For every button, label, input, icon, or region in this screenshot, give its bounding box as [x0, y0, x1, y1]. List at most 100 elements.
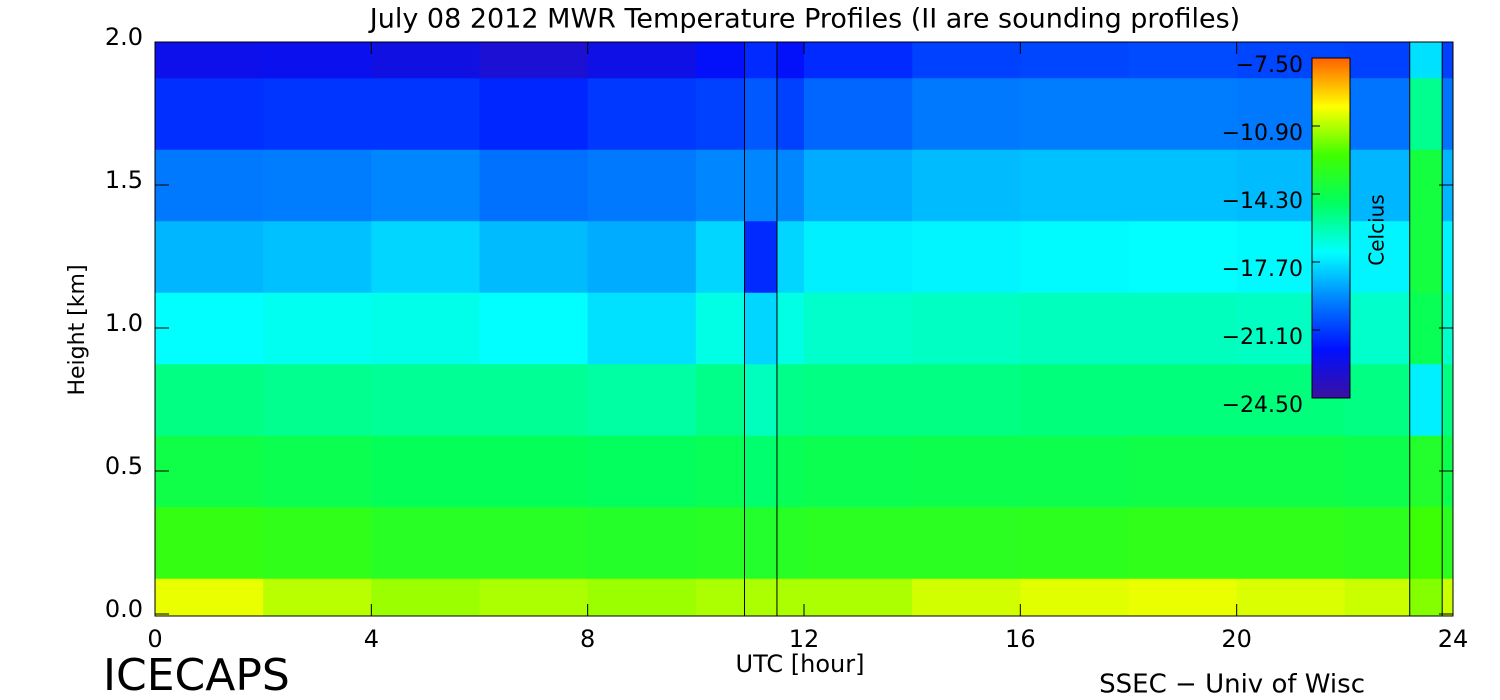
- heatmap-cell: [587, 220, 697, 293]
- heatmap-cell: [587, 149, 697, 222]
- heatmap-cell: [479, 363, 589, 436]
- sounding-cell: [744, 578, 777, 616]
- colorbar-tick-label: −14.30: [1222, 189, 1303, 214]
- heatmap-cell: [1020, 42, 1129, 79]
- colorbar-tick-label: −10.90: [1222, 121, 1303, 146]
- heatmap-cell: [371, 363, 480, 436]
- heatmap-cell: [912, 578, 1021, 616]
- colorbar-label: Celcius: [1365, 194, 1389, 265]
- y-tick-label: 0.0: [105, 595, 143, 623]
- sounding-cell: [744, 506, 777, 579]
- heatmap-cell: [479, 220, 589, 293]
- heatmap-cell: [371, 578, 480, 616]
- colorbar-tick-label: −7.50: [1236, 53, 1303, 78]
- heatmap-cell: [804, 149, 913, 222]
- heatmap-cell: [479, 42, 589, 79]
- heatmap-cell: [1128, 220, 1238, 293]
- heatmap-cell: [371, 435, 480, 508]
- heatmap-cell: [912, 363, 1021, 436]
- chart-title: July 08 2012 MWR Temperature Profiles (I…: [368, 4, 1240, 35]
- sounding-cell: [1409, 149, 1443, 222]
- colorbar-tick-label: −17.70: [1222, 257, 1303, 282]
- heatmap: [155, 42, 1453, 616]
- footer-left: ICECAPS: [103, 650, 290, 700]
- heatmap-cell: [1020, 149, 1129, 222]
- heatmap-cell: [587, 578, 697, 616]
- sounding-cell: [1409, 506, 1443, 579]
- colorbar-tick-label: −21.10: [1222, 325, 1303, 350]
- heatmap-cell: [804, 506, 913, 579]
- sounding-cell: [1409, 578, 1443, 616]
- heatmap-cell: [1236, 435, 1346, 508]
- heatmap-cell: [587, 77, 697, 150]
- sounding-cell: [744, 292, 777, 365]
- x-tick-label: 20: [1221, 625, 1252, 653]
- x-tick-label: 8: [580, 625, 595, 653]
- heatmap-cell: [479, 435, 589, 508]
- heatmap-cell: [1020, 292, 1129, 365]
- heatmap-cell: [1020, 363, 1129, 436]
- heatmap-cell: [263, 506, 372, 579]
- heatmap-cell: [804, 77, 913, 150]
- sounding-cell: [1409, 363, 1443, 436]
- sounding-cell: [1409, 42, 1443, 79]
- heatmap-cell: [804, 292, 913, 365]
- heatmap-cell: [804, 363, 913, 436]
- heatmap-cell: [263, 77, 372, 150]
- heatmap-cell: [371, 220, 480, 293]
- heatmap-cell: [479, 578, 589, 616]
- heatmap-cell: [263, 578, 372, 616]
- heatmap-cell: [587, 363, 697, 436]
- heatmap-cell: [155, 149, 264, 222]
- heatmap-cell: [912, 435, 1021, 508]
- sounding-cell: [744, 77, 777, 150]
- heatmap-cell: [1128, 363, 1238, 436]
- heatmap-cell: [912, 506, 1021, 579]
- y-tick-label: 1.0: [105, 309, 143, 337]
- heatmap-cell: [155, 220, 264, 293]
- heatmap-cell: [1236, 506, 1346, 579]
- heatmap-cell: [371, 292, 480, 365]
- sounding-cell: [1409, 292, 1443, 365]
- heatmap-cell: [1128, 77, 1238, 150]
- heatmap-cell: [912, 42, 1021, 79]
- heatmap-cell: [1020, 435, 1129, 508]
- colorbar: [1311, 57, 1351, 399]
- heatmap-cell: [804, 220, 913, 293]
- heatmap-cell: [155, 77, 264, 150]
- x-tick-label: 24: [1438, 625, 1469, 653]
- heatmap-cell: [587, 506, 697, 579]
- heatmap-cell: [263, 42, 372, 79]
- heatmap-cell: [1128, 42, 1238, 79]
- heatmap-cell: [1020, 506, 1129, 579]
- heatmap-cell: [371, 77, 480, 150]
- heatmap-cell: [155, 42, 264, 79]
- heatmap-cell: [263, 149, 372, 222]
- y-tick-label: 2.0: [105, 23, 143, 51]
- sounding-cell: [744, 149, 777, 222]
- heatmap-cell: [263, 435, 372, 508]
- sounding-cell: [1409, 220, 1443, 293]
- heatmap-cell: [912, 292, 1021, 365]
- heatmap-cell: [155, 506, 264, 579]
- heatmap-cell: [371, 42, 480, 79]
- sounding-cell: [744, 435, 777, 508]
- heatmap-cell: [155, 363, 264, 436]
- heatmap-cell: [1020, 77, 1129, 150]
- x-tick-label: 16: [1005, 625, 1036, 653]
- heatmap-cell: [263, 363, 372, 436]
- heatmap-cell: [587, 435, 697, 508]
- heatmap-cell: [587, 292, 697, 365]
- heatmap-cell: [1128, 435, 1238, 508]
- x-tick-label: 0: [147, 625, 162, 653]
- y-axis-label: Height [km]: [65, 264, 90, 395]
- heatmap-cell: [1128, 506, 1238, 579]
- x-tick-label: 12: [789, 625, 820, 653]
- heatmap-cell: [804, 578, 913, 616]
- heatmap-cell: [912, 149, 1021, 222]
- sounding-cell: [1409, 435, 1443, 508]
- heatmap-cell: [587, 42, 697, 79]
- heatmap-cell: [155, 435, 264, 508]
- heatmap-cell: [912, 77, 1021, 150]
